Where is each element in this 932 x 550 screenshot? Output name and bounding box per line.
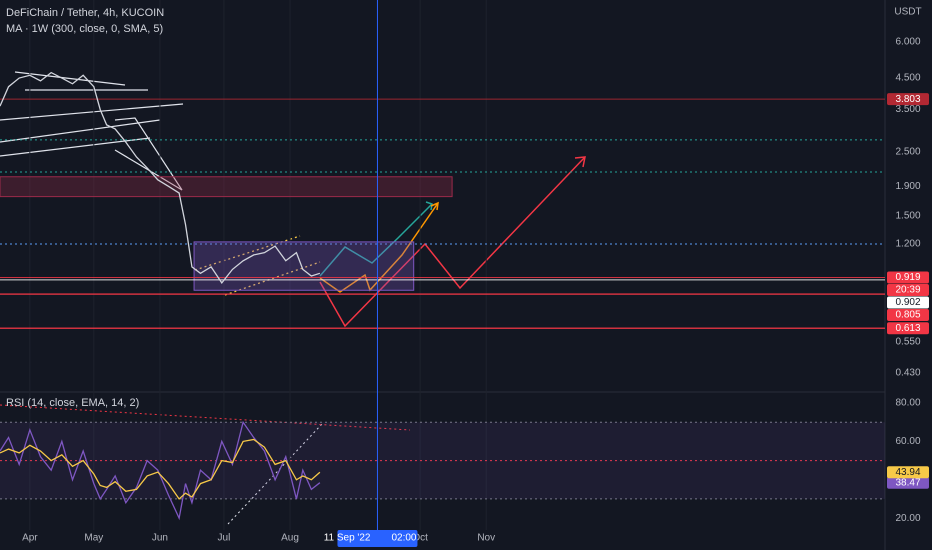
y-tick-label: 80.00 — [895, 398, 920, 409]
series-line — [0, 71, 321, 285]
crosshair-tag — [337, 530, 418, 547]
rsi-band — [0, 422, 885, 499]
arrow-head — [574, 156, 586, 168]
y-tick-label: 2.500 — [895, 146, 920, 157]
value-tag — [887, 466, 929, 479]
price-tag-label: 0.613 — [895, 323, 920, 334]
projection — [319, 202, 439, 293]
zone — [193, 241, 415, 291]
indicator-title: MA · 1W (300, close, 0, SMA, 5) — [6, 23, 163, 35]
x-tick-label: May — [84, 533, 103, 544]
y-tick-label: 20.00 — [895, 513, 920, 524]
y-tick-label: 1.200 — [895, 239, 920, 250]
y-tick-label: 6.000 — [895, 37, 920, 48]
price-tag — [887, 296, 929, 309]
price-tag-label: 0.805 — [895, 310, 920, 321]
rsi-title: RSI (14, close, EMA, 14, 2) — [6, 397, 139, 409]
x-tick-label: Jun — [152, 533, 168, 544]
x-tick-label: Jul — [218, 533, 231, 544]
zone — [0, 176, 453, 198]
x-tick-label: Aug — [281, 533, 299, 544]
y-tick-label: 60.00 — [895, 436, 920, 447]
crosshair-time: 02:00 — [391, 533, 416, 544]
y-tick-label: 0.430 — [895, 367, 920, 378]
value-label: 38.47 — [895, 477, 920, 488]
axis-label: USDT — [894, 7, 921, 18]
rsi-trend — [0, 404, 411, 431]
value-tag — [887, 476, 929, 489]
y-tick-label: 0.550 — [895, 337, 920, 348]
price-tag — [887, 322, 929, 335]
y-tick-label: 1.900 — [895, 181, 920, 192]
price-tag — [887, 93, 929, 106]
price-tag-label: 0.919 — [895, 272, 920, 283]
crosshair-date: 11 Sep '22 — [324, 533, 371, 544]
price-tag — [887, 271, 929, 284]
price-tag-label: 3.803 — [895, 94, 920, 105]
drawings — [0, 0, 586, 530]
x-tick-label: Oct — [412, 533, 428, 544]
series-line — [0, 420, 321, 521]
price-tag-label: 0.902 — [895, 297, 920, 308]
series-line — [0, 438, 321, 500]
price-tag — [887, 283, 929, 296]
chart-title: DeFiChain / Tether, 4h, KUCOIN — [6, 7, 164, 19]
y-tick-label: 4.500 — [895, 73, 920, 84]
value-label: 43.94 — [895, 467, 920, 478]
price-tag-label: 20:39 — [895, 285, 920, 296]
arrow-head — [430, 201, 439, 211]
y-tick-label: 1.500 — [895, 211, 920, 222]
projection — [319, 203, 433, 277]
y-tick-label: 3.500 — [895, 104, 920, 115]
price-tag — [887, 308, 929, 321]
arrow-head — [425, 201, 433, 211]
x-tick-label: Apr — [22, 533, 38, 544]
x-tick-label: Nov — [477, 533, 495, 544]
